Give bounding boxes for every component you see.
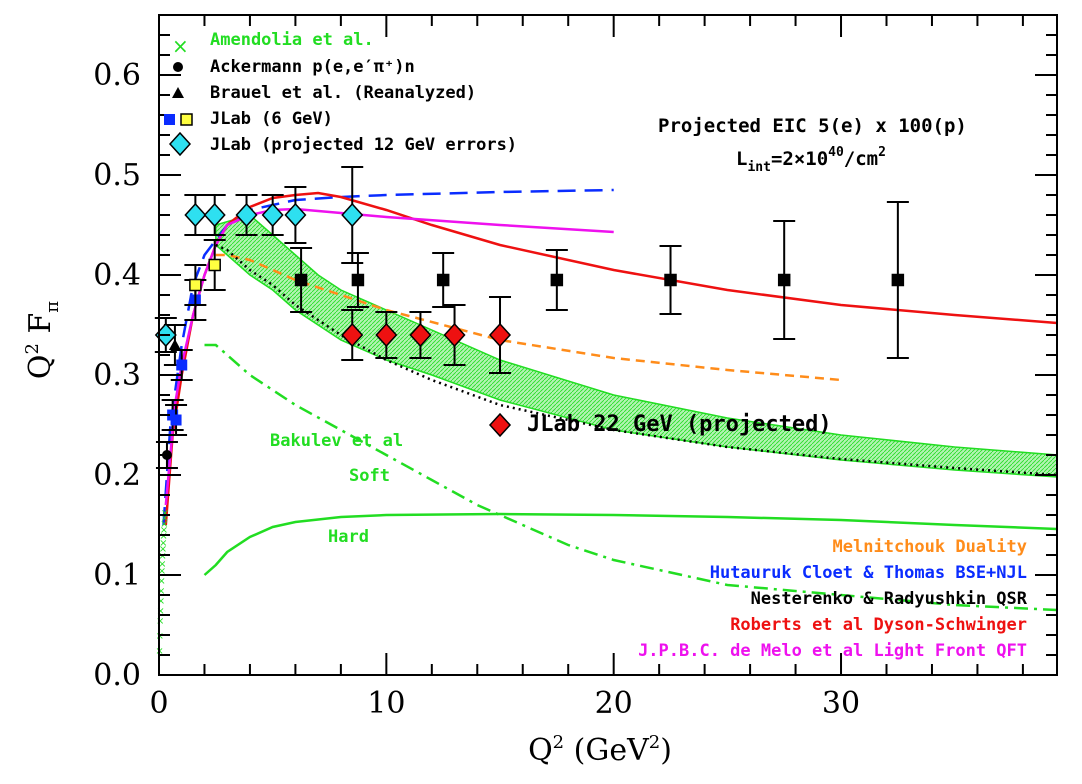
plot-frame <box>158 14 1058 676</box>
curve-line <box>215 253 842 382</box>
data-point <box>777 273 791 287</box>
y-tick-label: 0.5 <box>93 158 141 193</box>
eic-lumi-rest: =2×10 <box>771 148 828 170</box>
data-point: × <box>159 544 167 555</box>
legend: × Amendolia et al. Ackermann p(e,e′π⁺)n … <box>164 30 517 157</box>
data-point: × <box>158 559 166 570</box>
x-tick-label: 10 <box>367 686 405 721</box>
data-point <box>341 202 364 228</box>
points-layer: ××××××××××××××××× <box>154 166 909 657</box>
legend-label: JLab (projected 12 GeV errors) <box>210 135 517 155</box>
legend-label: Ackermann p(e,e′π⁺)n <box>210 57 415 77</box>
data-point <box>189 278 202 292</box>
data-point: × <box>161 508 169 519</box>
data-point <box>184 202 207 228</box>
data-point <box>664 273 677 287</box>
legend-item-jlab6: JLab (6 GeV) <box>164 109 333 129</box>
legend-marker-circle-icon <box>173 62 183 72</box>
legend-marker-diamond-icon <box>168 131 192 157</box>
data-point <box>284 202 307 228</box>
data-point <box>488 322 512 348</box>
curve-line <box>164 207 614 506</box>
data-point <box>436 273 450 287</box>
x-tick-label: 20 <box>595 686 633 721</box>
legend-marker-cross-icon: × <box>172 34 189 58</box>
data-point <box>351 273 365 287</box>
data-point <box>294 273 308 287</box>
eic-lumi-unit: /cm <box>844 148 878 170</box>
data-point <box>443 322 466 348</box>
model-labels: Melnitchouk Duality Hutauruk Cloet & Tho… <box>638 537 1028 661</box>
eic-lumi-prefix: L <box>736 148 747 170</box>
data-point <box>176 359 188 371</box>
legend-marker-square-icon <box>164 114 175 125</box>
model-label-demelo: J.P.B.C. de Melo et al Light Front QFT <box>638 641 1027 661</box>
y-tick-label: 0.6 <box>93 58 141 93</box>
axes-layer: 0 10 20 30 0.0 0.1 0.2 0.3 0.4 0.5 0.6 <box>93 14 1057 721</box>
data-point: × <box>160 525 168 536</box>
x-tick-label: 0 <box>149 686 168 721</box>
data-point <box>208 258 221 272</box>
data-point: × <box>158 551 166 562</box>
y-tick-label: 0.1 <box>93 558 141 593</box>
data-point: × <box>157 586 165 597</box>
y-tick-label: 0.3 <box>93 358 141 393</box>
legend-item-ackermann: Ackermann p(e,e′π⁺)n <box>173 57 415 77</box>
data-point <box>235 202 258 228</box>
eic-title: Projected EIC 5(e) x 100(p) <box>658 115 967 137</box>
eic-lumi-sub: int <box>747 160 770 175</box>
model-label-roberts: Roberts et al Dyson-Schwinger <box>730 615 1027 635</box>
legend-label: Amendolia et al. <box>210 30 374 50</box>
curve-line <box>204 343 1058 612</box>
data-point <box>261 202 284 228</box>
jlab22-label: JLab 22 GeV (projected) <box>527 412 832 437</box>
data-point <box>341 322 364 348</box>
data-point <box>168 339 181 350</box>
y-tick-label: 0.4 <box>93 258 141 293</box>
legend-label: JLab (6 GeV) <box>210 109 333 129</box>
y-axis-label: Q2 Fπ <box>22 301 63 379</box>
model-label-nesterenko: Nesterenko & Radyushkin QSR <box>751 589 1028 609</box>
data-point <box>891 273 905 287</box>
data-point: × <box>157 596 165 607</box>
data-point: × <box>160 513 168 524</box>
hard-label: Hard <box>328 527 369 547</box>
bakulev-label: Bakulev et al <box>270 431 403 451</box>
x-tick-label: 30 <box>822 686 860 721</box>
model-label-melnitchouk: Melnitchouk Duality <box>833 537 1027 557</box>
data-point: × <box>158 566 166 577</box>
curve-line <box>215 243 1058 477</box>
eic-luminosity: Lint=2×1040/cm2 <box>736 145 886 175</box>
curve-line <box>203 512 1058 576</box>
data-point: × <box>156 606 164 617</box>
data-point: × <box>159 538 167 549</box>
legend-item-brauel: Brauel et al. (Reanalyzed) <box>172 83 476 103</box>
data-point <box>375 322 398 348</box>
legend-item-jlab12: JLab (projected 12 GeV errors) <box>168 131 517 157</box>
data-point <box>170 414 182 426</box>
data-point: × <box>159 531 167 542</box>
legend-marker-square-yellow-icon <box>180 113 193 126</box>
x-axis-label: Q2 (GeV2) <box>528 732 672 768</box>
model-label-hutauruk: Hutauruk Cloet & Thomas BSE+NJL <box>710 563 1027 583</box>
data-point <box>203 202 226 228</box>
eic-lumi-sup: 40 <box>828 145 844 160</box>
y-tick-label: 0.0 <box>93 658 141 693</box>
data-point: × <box>160 519 168 530</box>
data-point: × <box>156 616 164 627</box>
data-point <box>550 273 564 287</box>
eic-lumi-unit-sup: 2 <box>878 145 886 160</box>
soft-label: Soft <box>349 466 390 486</box>
jlab22-marker-diamond-icon <box>488 412 512 438</box>
y-tick-label: 0.2 <box>93 458 141 493</box>
data-point <box>409 322 432 348</box>
data-point: × <box>157 576 165 587</box>
legend-label: Brauel et al. (Reanalyzed) <box>210 83 476 103</box>
legend-marker-triangle-icon <box>172 87 184 98</box>
legend-item-amendolia: × Amendolia et al. <box>172 30 374 58</box>
